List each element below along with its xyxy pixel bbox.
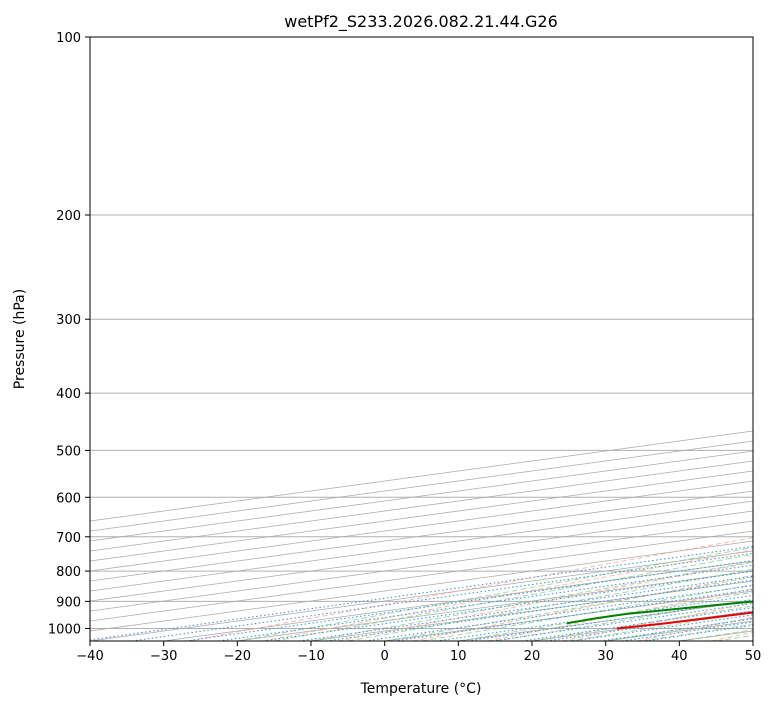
moist-adiabat-line bbox=[237, 546, 753, 641]
isotherm-line bbox=[90, 460, 753, 552]
x-tick-label: 10 bbox=[450, 649, 467, 664]
x-tick-label: 0 bbox=[381, 649, 389, 664]
y-tick-label: 200 bbox=[56, 209, 81, 224]
moist-adiabat-line bbox=[421, 584, 753, 641]
x-tick-label: −20 bbox=[224, 649, 251, 664]
moist-adiabat-line bbox=[310, 561, 753, 641]
x-tick-label: 40 bbox=[671, 649, 688, 664]
y-tick-label: 300 bbox=[56, 313, 81, 328]
moist-adiabat-line bbox=[384, 576, 753, 641]
isotherm-line bbox=[90, 510, 753, 602]
mixing-ratio-line bbox=[467, 599, 753, 641]
mixing-ratio-line bbox=[394, 589, 753, 641]
isotherm-line bbox=[90, 490, 753, 582]
isotherm-line bbox=[90, 470, 753, 562]
isotherm-line bbox=[90, 500, 753, 592]
y-tick-label: 500 bbox=[56, 444, 81, 459]
moist-adiabat-line bbox=[458, 591, 753, 641]
y-tick-label: 1000 bbox=[48, 623, 81, 638]
x-tick-label: 20 bbox=[524, 649, 541, 664]
plot-frame bbox=[89, 36, 754, 642]
isotherm-line bbox=[90, 450, 753, 542]
y-axis: 100 200 300 400 500 600 700 800 900 1000 bbox=[48, 31, 90, 638]
x-tick-label: 30 bbox=[597, 649, 614, 664]
y-tick-label: 800 bbox=[56, 565, 81, 580]
y-tick-label: 100 bbox=[56, 31, 81, 46]
dry-adiabat-line bbox=[487, 588, 753, 641]
y-axis-label: Pressure (hPa) bbox=[12, 289, 28, 389]
y-tick-label: 400 bbox=[56, 387, 81, 402]
x-tick-label: −30 bbox=[150, 649, 177, 664]
mixing-ratio-line bbox=[90, 545, 753, 641]
x-tick-label: 50 bbox=[745, 649, 762, 664]
y-tick-label: 900 bbox=[56, 595, 81, 610]
mixing-ratio-line bbox=[492, 602, 753, 641]
isotherm-line bbox=[90, 520, 753, 612]
moist-adiabat-line bbox=[274, 553, 753, 641]
chart-title: wetPf2_S233.2026.082.21.44.G26 bbox=[284, 12, 558, 32]
x-tick-label: −10 bbox=[297, 649, 324, 664]
y-tick-label: 700 bbox=[56, 531, 81, 546]
isotherm-line bbox=[90, 530, 753, 622]
isotherm-line bbox=[90, 480, 753, 572]
x-axis: −40 −30 −20 −10 0 10 20 30 40 50 bbox=[76, 641, 761, 664]
y-tick-label: 600 bbox=[56, 491, 81, 506]
x-axis-label: Temperature (°C) bbox=[360, 681, 482, 697]
x-tick-label: −40 bbox=[76, 649, 103, 664]
dry-adiabat-line bbox=[263, 549, 753, 641]
mixing-ratio-line bbox=[185, 560, 753, 641]
